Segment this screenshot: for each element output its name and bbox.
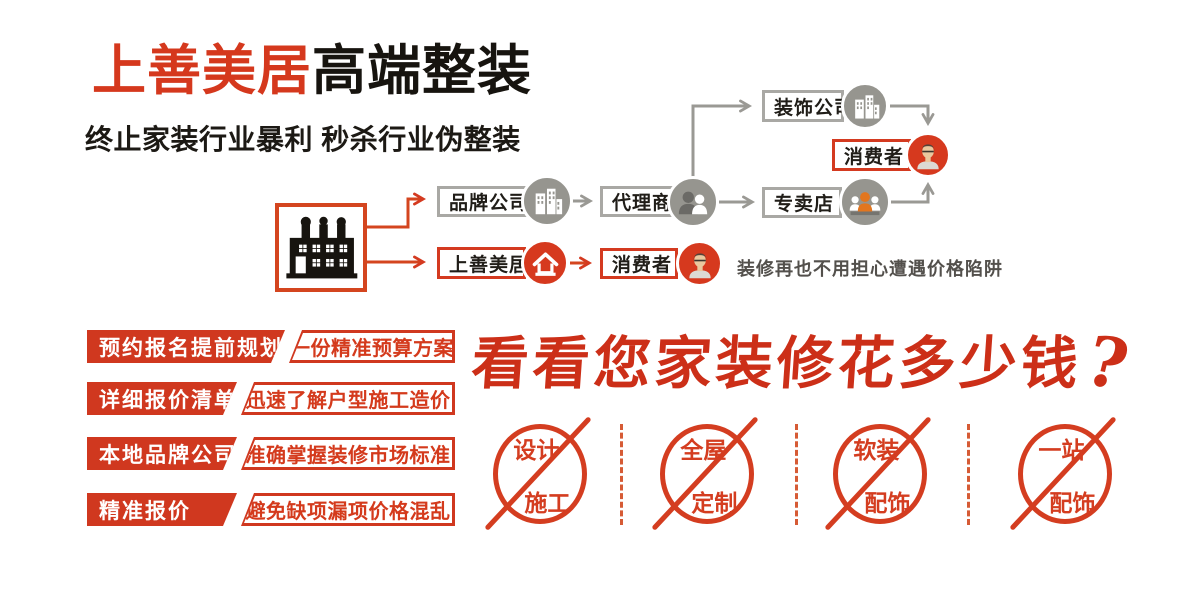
factory-box: [275, 203, 367, 292]
node-shangshan: 上善美居: [437, 247, 530, 279]
benefit-desc: 迅速了解户型施工造价: [245, 390, 451, 412]
people-icon: [667, 176, 719, 228]
stamp-word-top: 全屋: [680, 437, 727, 464]
stamp-one-stop-accessories: 一站 配饰: [1009, 416, 1117, 531]
buildings-icon: [521, 175, 573, 227]
dashed-divider: [795, 424, 798, 525]
stamp-circle: [833, 424, 927, 524]
benefit-desc: 避免缺项漏项价格混乱: [245, 501, 451, 523]
benefit-row: 精准报价 避免缺项漏项价格混乱: [87, 493, 467, 526]
stamp-whole-house-custom: 全屋 定制: [651, 416, 759, 531]
node-decoration-company: 装饰公司: [762, 90, 853, 122]
benefit-row: 详细报价清单 迅速了解户型施工造价: [87, 382, 467, 415]
node-store-label: 专卖店: [774, 194, 835, 215]
node-brand-company-label: 品牌公司: [449, 193, 530, 214]
benefits-list: 预约报名提前规划 一份精准预算方案 详细报价清单 迅速了解户型施工造价 本地 品牌…: [87, 330, 467, 530]
stamp-design-construction: 设计 施工: [484, 416, 592, 531]
benefit-label: 详细报价清单: [87, 382, 237, 415]
stamp-circle: [1018, 424, 1112, 524]
node-agent-label: 代理商: [612, 193, 673, 214]
stamp-word-bottom: 定制: [691, 490, 738, 517]
flow-caption: 装修再也不用担心遭遇价格陷阱: [737, 259, 1003, 279]
node-consumer-bottom: 消费者: [600, 248, 678, 279]
stamp-circle: [493, 424, 587, 524]
page-title: 上善美居高端整装: [92, 41, 532, 101]
node-consumer-bottom-label: 消费者: [612, 255, 673, 276]
benefit-label: 本地 品牌公司: [87, 437, 237, 470]
node-agent: 代理商: [600, 186, 675, 217]
node-store: 专卖店: [762, 187, 842, 218]
benefit-desc: 一份精准预算方案: [290, 338, 454, 360]
benefit-label: 预约报名提前规划: [87, 330, 285, 363]
benefit-label: 精准报价: [87, 493, 237, 526]
title-suffix: 高端整装: [312, 41, 532, 101]
person-avatar-icon: [676, 240, 723, 287]
house-icon: [521, 239, 569, 287]
stamp-word-top: 软装: [853, 437, 900, 464]
stamp-word-bottom: 配饰: [864, 490, 911, 517]
page-subtitle: 终止家装行业暴利 秒杀行业伪整装: [85, 124, 521, 155]
question-mark: ?: [1077, 320, 1140, 408]
benefit-row: 预约报名提前规划 一份精准预算方案: [87, 330, 467, 363]
brand-name: 上善美居: [92, 41, 312, 101]
benefit-row: 本地 品牌公司 准确掌握装修市场标准: [87, 437, 467, 470]
headline: 看看您家装修花多少钱?: [469, 318, 1140, 407]
node-consumer-top-label: 消费者: [844, 146, 905, 168]
stamp-word-top: 设计: [513, 437, 560, 464]
buildings-icon: [841, 82, 889, 130]
stamp-soft-furnishing: 软装 配饰: [824, 416, 932, 531]
node-shangshan-label: 上善美居: [449, 254, 530, 276]
factory-icon: [286, 216, 358, 278]
node-consumer-top: 消费者: [832, 139, 911, 171]
stamp-word-bottom: 施工: [524, 490, 571, 517]
node-brand-company: 品牌公司: [437, 186, 530, 217]
benefit-desc: 准确掌握装修市场标准: [245, 445, 451, 467]
person-avatar-icon: [905, 132, 951, 178]
node-decoration-company-label: 装饰公司: [774, 97, 855, 119]
stamp-circle: [660, 424, 754, 524]
stamp-word-bottom: 配饰: [1049, 490, 1096, 517]
stamp-word-top: 一站: [1038, 437, 1085, 464]
dashed-divider: [967, 424, 970, 525]
headline-text: 看看您家装修花多少钱: [469, 330, 1085, 397]
dashed-divider: [620, 424, 623, 525]
store-people-icon: [839, 176, 891, 228]
